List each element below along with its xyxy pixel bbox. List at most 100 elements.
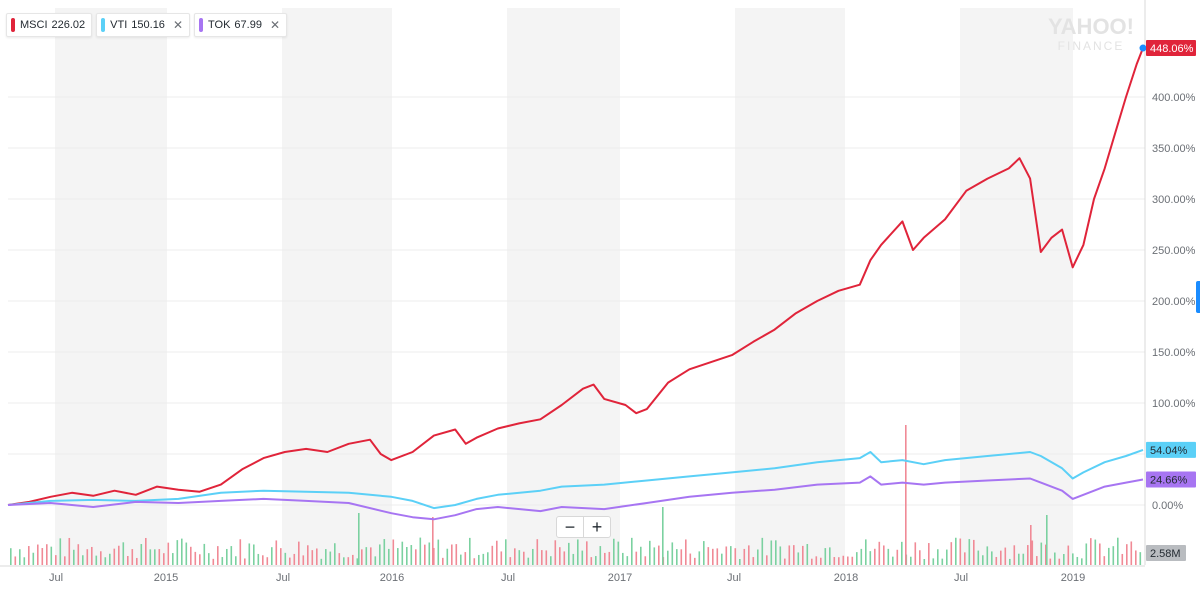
volume-bar — [788, 545, 791, 565]
volume-bar — [730, 546, 732, 565]
volume-bar — [158, 549, 161, 565]
y-tick-label: 150.00% — [1152, 347, 1196, 359]
volume-bar — [432, 517, 434, 565]
volume-bar — [599, 546, 602, 565]
volume-bar — [964, 552, 966, 565]
volume-bar — [865, 539, 867, 565]
volume-bar — [478, 554, 480, 565]
end-label-bg-msci — [1146, 40, 1196, 57]
volume-bar — [1063, 554, 1065, 565]
volume-bar — [658, 545, 660, 565]
background-band — [55, 8, 167, 565]
end-label-vti: 54.04% — [1150, 445, 1188, 457]
volume-bar — [460, 554, 462, 565]
volume-bar — [959, 538, 962, 565]
legend-chip-vti[interactable]: VTI 150.16 ✕ — [96, 13, 190, 37]
series-line-msci — [7, 47, 1144, 506]
background-band — [282, 8, 392, 565]
volume-bar — [1117, 537, 1119, 565]
volume-bar — [428, 542, 431, 565]
volume-bar — [766, 555, 768, 565]
volume-bar — [1135, 550, 1137, 565]
close-icon[interactable]: ✕ — [172, 18, 183, 32]
volume-bar — [694, 557, 696, 565]
volume-bar — [230, 546, 233, 565]
volume-bar — [253, 544, 255, 565]
y-tick-label: 350.00% — [1152, 143, 1196, 155]
volume-bar — [32, 552, 35, 565]
volume-bar — [356, 558, 359, 565]
volume-bar — [338, 553, 341, 565]
volume-bar — [14, 556, 17, 565]
volume-bar — [361, 549, 363, 565]
volume-bar — [1099, 543, 1101, 565]
volume-bar — [266, 557, 269, 565]
zoom-out-button[interactable]: − — [564, 516, 576, 537]
volume-bar — [59, 538, 62, 565]
volume-bar — [1018, 553, 1020, 565]
volume-bar — [820, 557, 822, 565]
volume-bar — [518, 550, 521, 565]
volume-bar — [919, 550, 921, 565]
volume-bar — [415, 549, 417, 565]
volume-bar — [914, 542, 917, 565]
volume-bar — [604, 552, 606, 565]
watermark-top: YAHOO! — [1048, 14, 1134, 39]
volume-bar — [568, 542, 570, 565]
volume-bar — [131, 549, 134, 565]
volume-bar — [221, 557, 224, 565]
volume-bar — [608, 551, 611, 565]
volume-bar — [982, 555, 984, 565]
volume-bar — [1130, 541, 1133, 565]
legend-chip-tok[interactable]: TOK 67.99 ✕ — [194, 13, 288, 37]
volume-bar — [640, 546, 642, 565]
volume-bar — [437, 539, 440, 565]
volume-bar — [473, 558, 476, 565]
volume-bar — [878, 541, 881, 565]
volume-bar — [1045, 544, 1047, 565]
volume-bar — [1085, 543, 1088, 565]
volume-bar — [757, 549, 759, 565]
volume-bar — [1022, 553, 1025, 565]
volume-bar — [1030, 525, 1032, 565]
volume-bar — [212, 558, 215, 565]
volume-bar — [329, 551, 332, 565]
volume-bar — [482, 553, 485, 565]
volume-bar — [752, 557, 755, 565]
volume-bar — [149, 549, 152, 565]
volume-bar — [271, 547, 273, 565]
volume-bar — [892, 556, 894, 565]
close-icon[interactable]: ✕ — [269, 18, 281, 32]
volume-bar — [676, 549, 678, 565]
side-panel-tab[interactable] — [1196, 281, 1200, 313]
volume-bar — [203, 543, 206, 565]
volume-bar — [595, 556, 597, 565]
volume-bar — [280, 548, 282, 565]
zoom-in-button[interactable]: + — [583, 517, 610, 537]
volume-bar — [145, 537, 147, 565]
legend-chip-msci[interactable]: MSCI 226.02 — [6, 13, 93, 37]
x-tick-label: Jul — [727, 572, 741, 584]
volume-bar — [1036, 556, 1038, 565]
volume-bar — [95, 555, 98, 565]
volume-bar — [491, 545, 494, 565]
volume-bar — [358, 513, 360, 565]
last-point-marker — [1139, 44, 1147, 52]
legend: MSCI 226.02 VTI 150.16 ✕ TOK 67.99 ✕ — [6, 13, 288, 37]
volume-bar — [298, 541, 300, 565]
volume-bar — [109, 553, 111, 565]
volume-bar — [226, 548, 228, 565]
volume-bar — [577, 539, 579, 565]
volume-label-bg — [1146, 545, 1186, 561]
volume-bar — [208, 553, 210, 565]
volume-bar — [748, 545, 750, 565]
volume-bar — [883, 545, 885, 565]
volume-bar — [559, 547, 561, 565]
yahoo-finance-watermark: YAHOO! FINANCE — [1048, 14, 1134, 53]
volume-bar — [1046, 515, 1048, 565]
volume-bar — [1031, 540, 1034, 565]
volume-bar — [91, 546, 93, 565]
volume-bar — [275, 540, 278, 565]
